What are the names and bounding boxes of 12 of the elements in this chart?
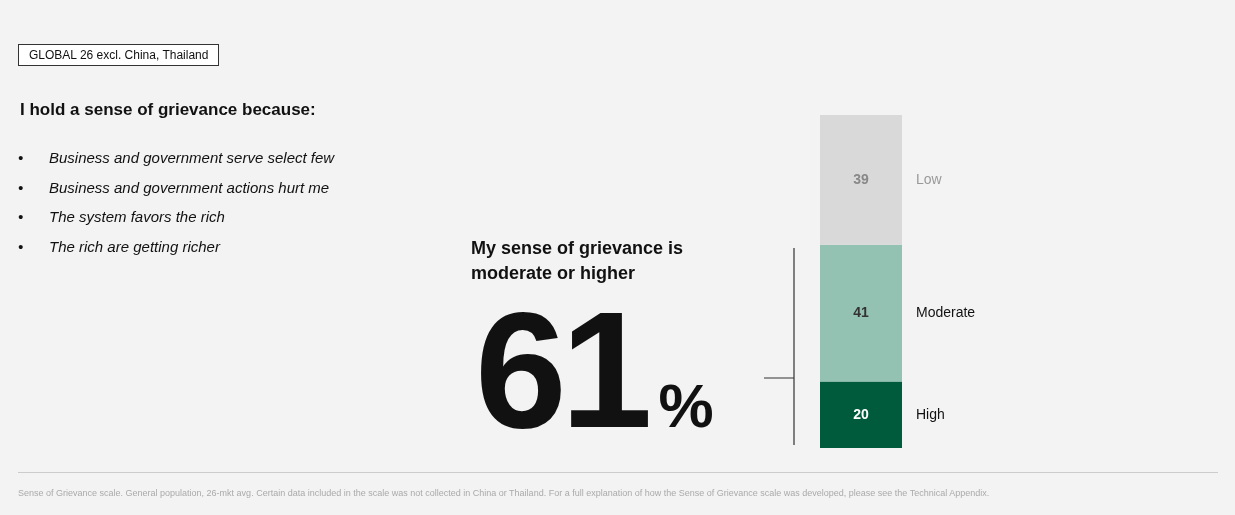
series-label: Moderate bbox=[916, 304, 976, 321]
text: • Business and government actions hurt me bbox=[18, 177, 331, 198]
data-label: 41 bbox=[853, 304, 869, 321]
data-label: 20 bbox=[853, 405, 869, 422]
text: • The rich are getting richer bbox=[18, 236, 222, 257]
data-label: 39 bbox=[853, 170, 869, 187]
series-label: Low bbox=[916, 170, 943, 187]
text: • The system favors the rich bbox=[18, 207, 226, 227]
text: • Business and government serve select few bbox=[18, 148, 335, 168]
text: GLOBAL 26 excl. China, Thailand bbox=[18, 44, 220, 66]
text: I hold a sense of grievance because: bbox=[20, 100, 316, 120]
series-label: High bbox=[916, 405, 945, 422]
